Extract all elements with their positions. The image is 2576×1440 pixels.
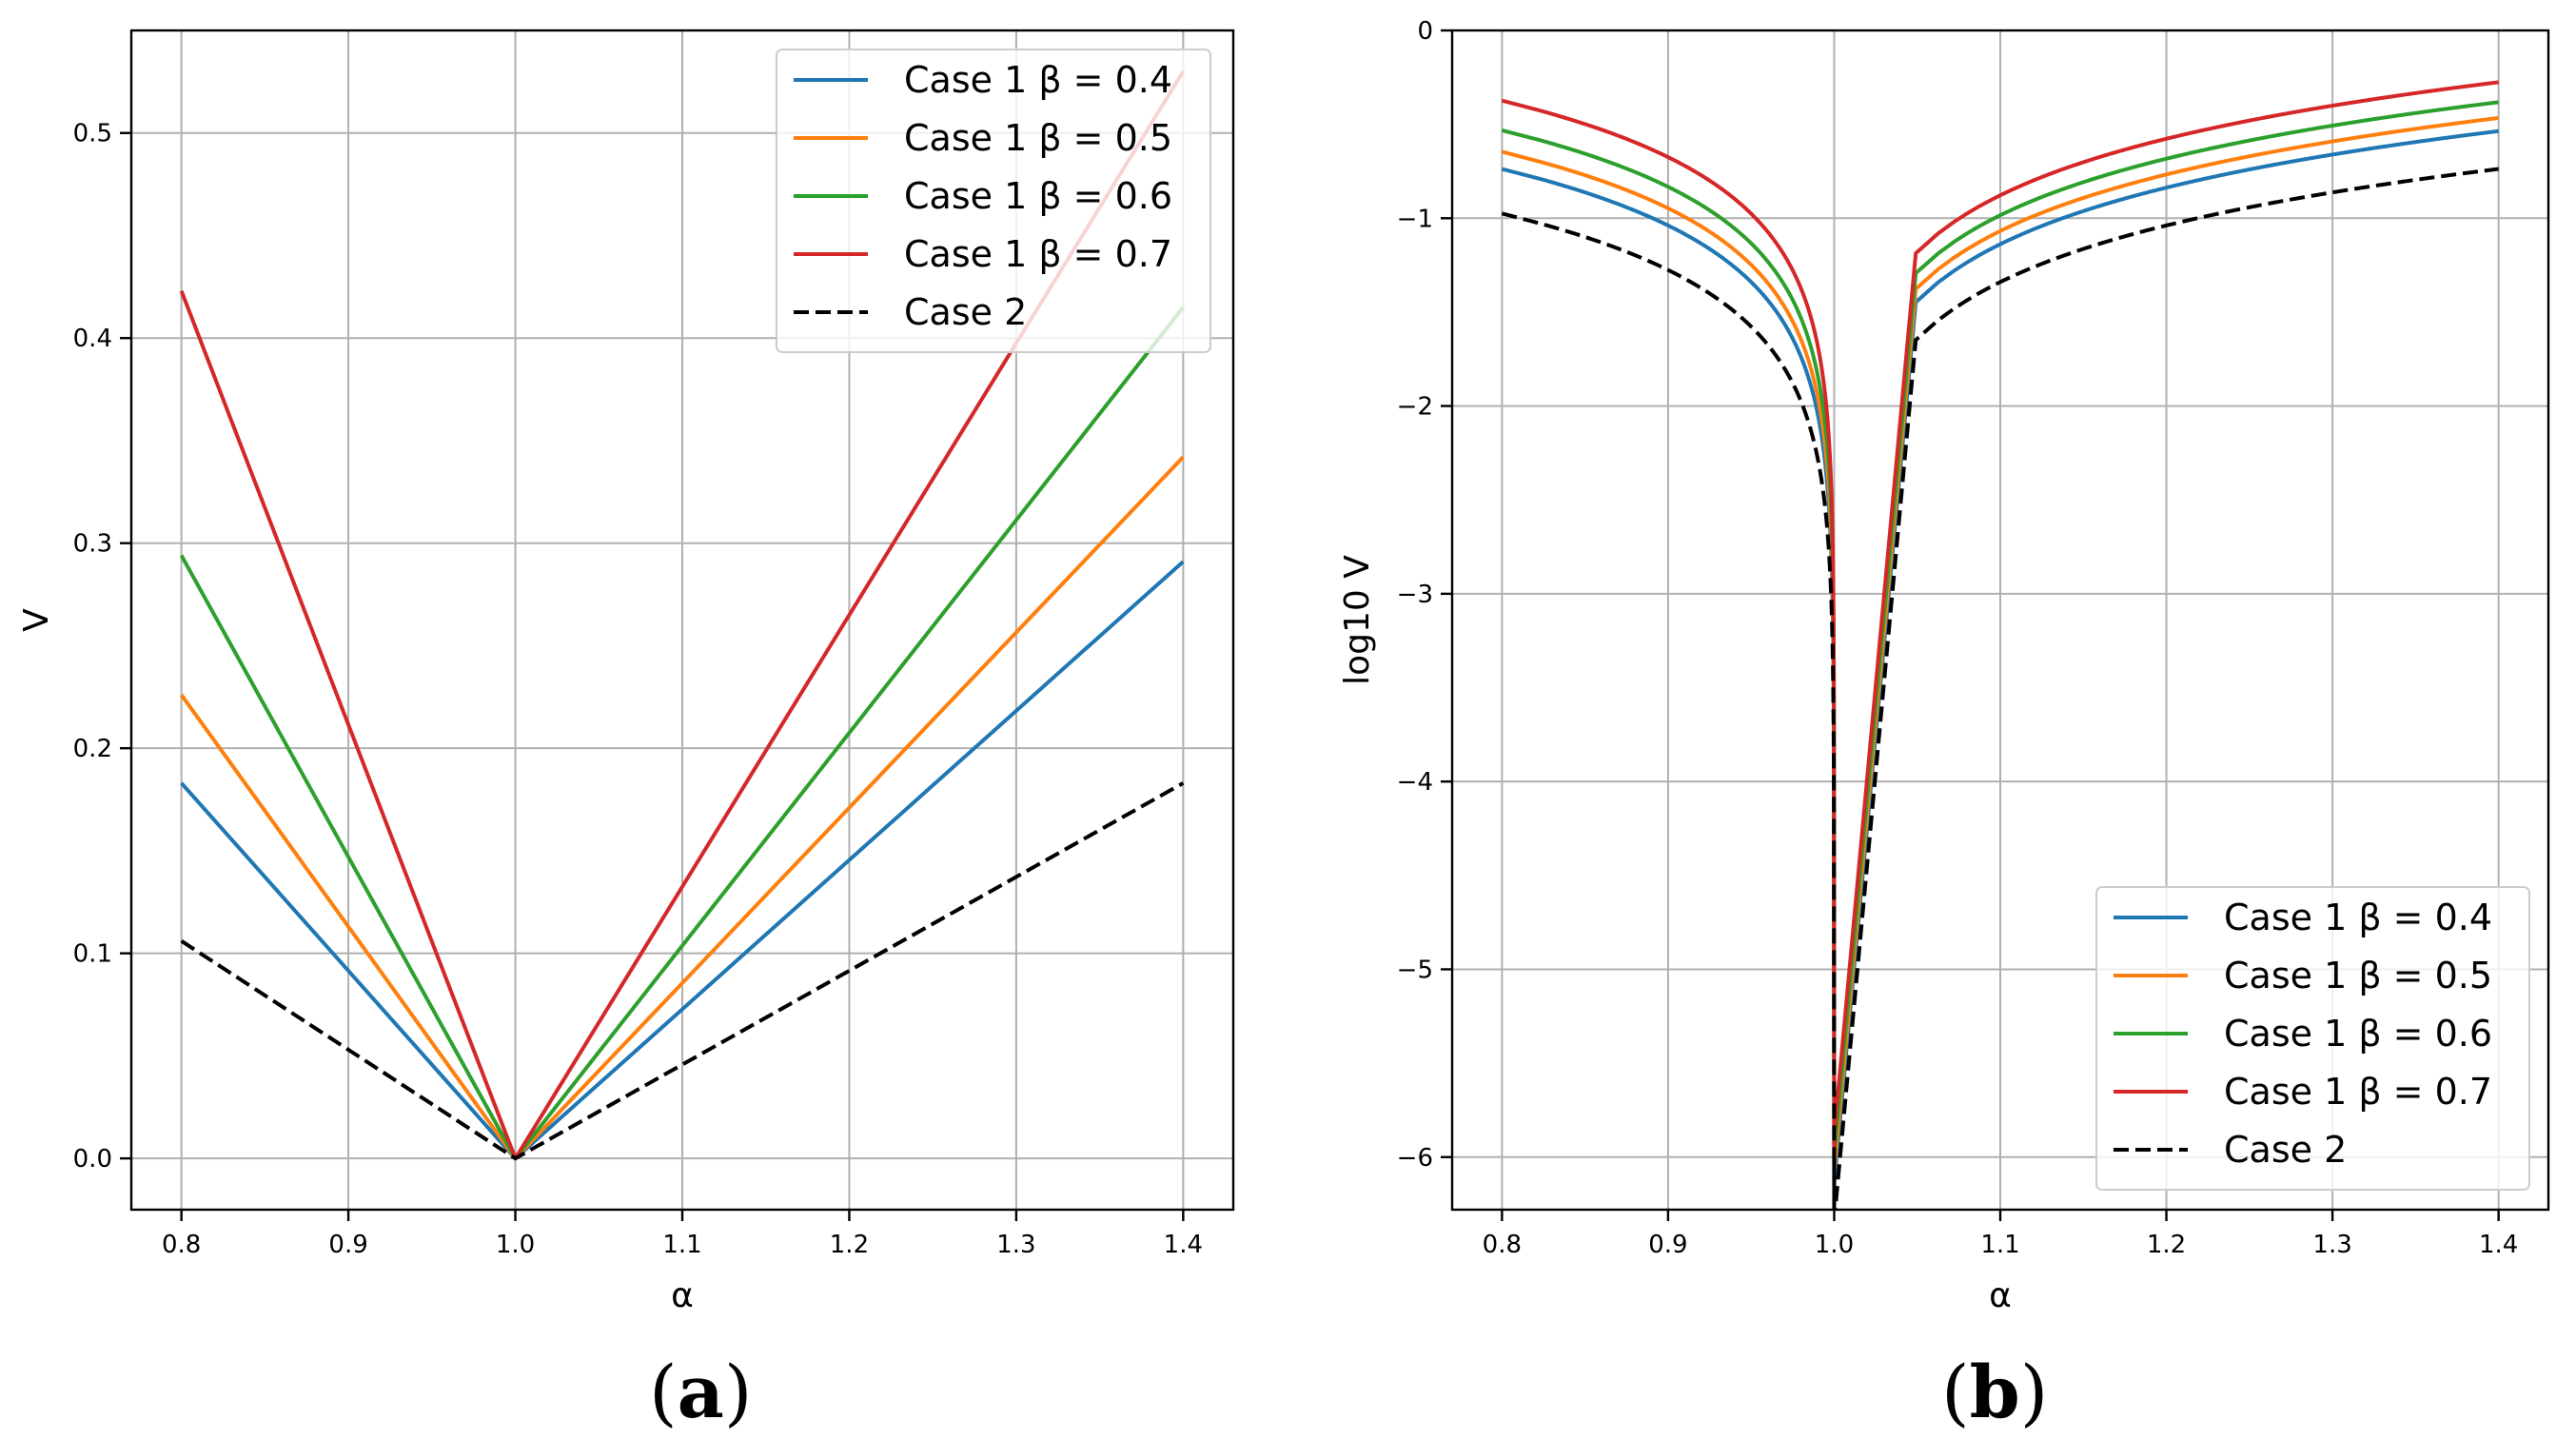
y-tick-label: 0.1 <box>73 940 112 969</box>
legend-label: Case 1 β = 0.6 <box>2224 1013 2492 1055</box>
y-tick-label: −3 <box>1397 581 1433 609</box>
y-tick-label: 0 <box>1417 17 1433 46</box>
x-tick-label: 1.3 <box>2312 1231 2351 1259</box>
legend-label: Case 1 β = 0.4 <box>904 59 1172 101</box>
x-tick-label: 1.3 <box>996 1231 1035 1259</box>
chart-b: 0.8 0.9 1.0 1.1 1.2 1.3 1.4 0 −1 −2 −3 −4 −5 −6 α log10… <box>1338 17 2550 1315</box>
x-axis-label: α <box>671 1276 694 1315</box>
x-tick-label: 0.9 <box>328 1231 367 1259</box>
x-tick-label: 1.4 <box>2479 1231 2518 1259</box>
series-line-a-4 <box>180 781 1185 1161</box>
series-line-b-4 <box>1501 167 2501 1210</box>
y-tick-label: −2 <box>1397 393 1433 422</box>
y-tick-label: 0.5 <box>73 120 112 148</box>
x-tick-label: 1.0 <box>496 1231 535 1259</box>
legend-label: Case 1 β = 0.4 <box>2224 897 2492 938</box>
y-tick-label: 0.4 <box>73 325 112 353</box>
y-tick-label: 0.2 <box>73 735 112 763</box>
y-axis-label: log10 V <box>1338 555 1377 685</box>
y-tick-label: −6 <box>1397 1144 1433 1173</box>
x-tick-label: 0.8 <box>162 1231 201 1259</box>
legend: Case 1 β = 0.4 Case 1 β = 0.5 Case 1 β = 0… <box>776 49 1211 353</box>
y-tick-label: −4 <box>1397 768 1433 797</box>
x-axis-label: α <box>1989 1276 2012 1315</box>
x-tick-label: 1.4 <box>1164 1231 1203 1259</box>
legend-label: Case 1 β = 0.5 <box>904 117 1172 159</box>
x-tick-label: 1.2 <box>830 1231 869 1259</box>
panel-label-a: (a) <box>649 1350 753 1434</box>
y-axis-label: V <box>17 608 56 632</box>
legend-label: Case 1 β = 0.6 <box>904 175 1172 217</box>
chart-a: 0.8 0.9 1.0 1.1 1.2 1.3 1.4 0.0 0.1 0.2 0.3 0.4 0.5 α… <box>17 29 1235 1315</box>
y-tick-label: 0.3 <box>73 530 112 559</box>
x-tick-label: 1.2 <box>2147 1231 2186 1259</box>
legend-label: Case 1 β = 0.5 <box>2224 955 2492 996</box>
panel-label-b: (b) <box>1941 1350 2049 1434</box>
x-tick-label: 0.8 <box>1483 1231 1522 1259</box>
legend-label: Case 2 <box>2224 1129 2347 1171</box>
y-tick-label: −5 <box>1397 956 1433 984</box>
legend-box <box>776 49 1211 353</box>
x-tick-label: 1.0 <box>1815 1231 1854 1259</box>
x-tick-label: 1.1 <box>1980 1231 2019 1259</box>
x-tick-label: 0.9 <box>1648 1231 1687 1259</box>
legend-box <box>2095 886 2530 1191</box>
legend-label: Case 1 β = 0.7 <box>904 233 1172 275</box>
legend: Case 1 β = 0.4 Case 1 β = 0.5 Case 1 β = 0… <box>2095 886 2530 1191</box>
legend-label: Case 1 β = 0.7 <box>2224 1071 2492 1113</box>
y-tick-label: −1 <box>1397 205 1433 233</box>
x-tick-label: 1.1 <box>662 1231 701 1259</box>
legend-label: Case 2 <box>904 291 1027 333</box>
y-tick-label: 0.0 <box>73 1145 112 1174</box>
